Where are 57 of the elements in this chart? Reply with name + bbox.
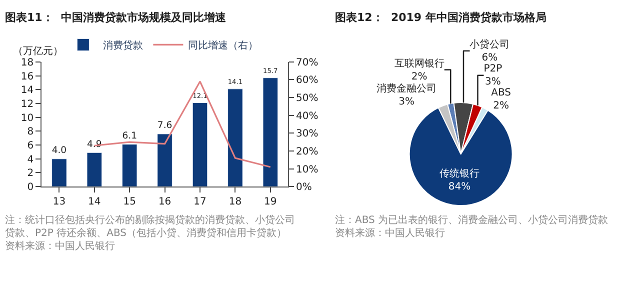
x-tick-label: 16 bbox=[158, 196, 172, 208]
y2-tick-label: 70% bbox=[296, 57, 318, 68]
text: 资料来源：中国人民银行 bbox=[335, 227, 445, 239]
slice-label: 小贷公司 bbox=[470, 38, 510, 50]
bar bbox=[52, 158, 67, 187]
data-label: 7.6 bbox=[157, 120, 172, 132]
x-tick-label: 18 bbox=[228, 196, 242, 208]
text: 注：ABS 为已出表的银行、消费金融公司、小贷公司消费贷款 bbox=[335, 214, 608, 226]
slice-label: ABS bbox=[491, 87, 512, 98]
data-label: 84% bbox=[448, 181, 471, 192]
legend-label: 同比增速（右） bbox=[188, 40, 258, 52]
y-tick-label: 12 bbox=[20, 98, 34, 110]
bar bbox=[157, 134, 172, 187]
bar bbox=[262, 78, 278, 187]
chart-title: 图表11： 中国消费贷款市场规模及同比增速 bbox=[5, 11, 227, 24]
data-label: 6.1 bbox=[122, 130, 138, 142]
bar bbox=[86, 152, 102, 187]
y2-tick-label: 60% bbox=[296, 75, 318, 86]
data-label: 2% bbox=[411, 71, 428, 82]
y-tick-label: 6 bbox=[27, 140, 34, 152]
y-tick-label: 8 bbox=[27, 126, 34, 138]
y2-tick-label: 10% bbox=[296, 164, 318, 176]
slice-label: P2P bbox=[484, 63, 502, 74]
x-tick-label: 19 bbox=[264, 196, 277, 208]
slice-label: 消费金融公司 bbox=[376, 82, 437, 94]
bar bbox=[122, 144, 138, 187]
text: 注：统计口径包括央行公布的剔除按揭贷款的消费贷款、小贷公司贷款、P2P 待还余额、ABS（包括小贷、消费贷和信用卡贷款） bbox=[5, 214, 295, 239]
data-label: 4.9 bbox=[87, 138, 102, 150]
y-tick-label: 2 bbox=[27, 168, 34, 180]
bar bbox=[228, 88, 243, 187]
data-label: 3% bbox=[398, 96, 415, 108]
slice-label: 互联网银行 bbox=[394, 57, 444, 70]
data-label: 2% bbox=[493, 100, 510, 112]
text: 资料来源：中国人民银行 bbox=[5, 240, 115, 252]
data-label: 4.0 bbox=[52, 145, 67, 156]
y-tick-label: 18 bbox=[20, 57, 34, 68]
y-tick-label: 14 bbox=[20, 85, 34, 96]
legend-label: 消费贷款 bbox=[103, 40, 144, 52]
x-tick-label: 14 bbox=[88, 196, 101, 208]
y2-tick-label: 50% bbox=[296, 93, 318, 104]
data-label: 3% bbox=[485, 76, 501, 88]
y-tick-label: 16 bbox=[20, 71, 34, 82]
chart-title: 图表12： 2019 年中国消费贷款市场格局 bbox=[335, 11, 546, 24]
y2-tick-label: 40% bbox=[296, 110, 318, 122]
bar bbox=[192, 102, 208, 187]
y2-tick-label: 0% bbox=[296, 182, 312, 194]
data-label: 6% bbox=[482, 52, 498, 64]
y2-tick-label: 20% bbox=[296, 146, 318, 158]
x-tick-label: 15 bbox=[123, 196, 136, 208]
y-axis-title: （万亿元） bbox=[13, 46, 63, 57]
y-tick-label: 0 bbox=[27, 182, 34, 194]
y2-tick-label: 30% bbox=[296, 128, 318, 140]
slice-label: 传统银行 bbox=[439, 167, 480, 180]
y-tick-label: 4 bbox=[27, 154, 34, 166]
x-tick-label: 17 bbox=[194, 196, 206, 208]
x-tick-label: 13 bbox=[52, 196, 66, 208]
y-tick-label: 10 bbox=[20, 112, 34, 124]
